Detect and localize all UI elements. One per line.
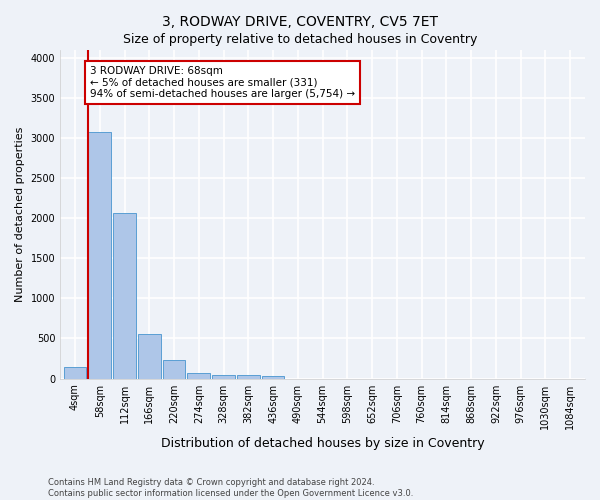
Text: 3 RODWAY DRIVE: 68sqm
← 5% of detached houses are smaller (331)
94% of semi-deta: 3 RODWAY DRIVE: 68sqm ← 5% of detached h…: [90, 66, 355, 99]
Bar: [113, 212, 136, 378]
Bar: [163, 360, 185, 378]
Y-axis label: Number of detached properties: Number of detached properties: [15, 126, 25, 302]
Bar: [187, 373, 210, 378]
Bar: [212, 375, 235, 378]
Bar: [262, 376, 284, 378]
Text: Contains HM Land Registry data © Crown copyright and database right 2024.
Contai: Contains HM Land Registry data © Crown c…: [48, 478, 413, 498]
Text: Size of property relative to detached houses in Coventry: Size of property relative to detached ho…: [123, 32, 477, 46]
Bar: [138, 334, 161, 378]
Bar: [88, 132, 111, 378]
Bar: [237, 376, 260, 378]
Text: 3, RODWAY DRIVE, COVENTRY, CV5 7ET: 3, RODWAY DRIVE, COVENTRY, CV5 7ET: [162, 15, 438, 29]
Bar: [64, 366, 86, 378]
X-axis label: Distribution of detached houses by size in Coventry: Distribution of detached houses by size …: [161, 437, 484, 450]
